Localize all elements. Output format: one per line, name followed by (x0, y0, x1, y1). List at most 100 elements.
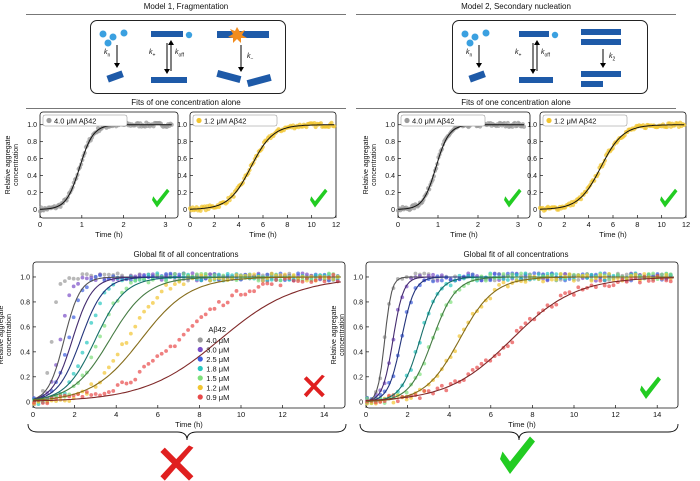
point-5-3-31 (501, 277, 506, 282)
plot-frame-2 (397, 111, 531, 219)
point-5-6-32 (505, 344, 510, 349)
x-tick-label-5-1: 2 (406, 410, 410, 419)
bottom-verdict-check (500, 436, 535, 474)
x-tick-label-5-5: 10 (570, 410, 578, 419)
point-4-3-38 (199, 278, 204, 283)
y-axis-label-5-b: concentration (339, 314, 346, 356)
point-5-4-28 (488, 272, 493, 277)
point-0-109 (169, 122, 174, 127)
point-4-0-16 (102, 272, 107, 277)
y-tick-label-1-1: 0.2 (177, 190, 187, 197)
point-4-6-25 (142, 364, 146, 369)
x-tick-label-1-3: 6 (261, 220, 265, 229)
point-4-6-41 (212, 306, 217, 311)
x-tick-label-5-3: 6 (489, 410, 493, 419)
x-tick-label-2-3: 3 (516, 220, 520, 229)
point-5-6-13 (422, 389, 427, 393)
point-4-5-50 (252, 272, 256, 277)
point-4-6-52 (261, 282, 265, 286)
x-axis-label-5: Time (h) (508, 420, 536, 429)
point-5-6-26 (479, 361, 484, 366)
point-4-2-15 (98, 273, 102, 278)
point-4-4-56 (278, 278, 283, 283)
point-4-3-64 (313, 273, 318, 278)
y-tick-label-5-1: 0.2 (353, 374, 363, 381)
point-4-4-51 (256, 278, 261, 283)
point-4-0-4 (49, 340, 54, 344)
point-5-6-37 (527, 316, 532, 321)
point-4-6-35 (186, 328, 190, 332)
legend-label-2: 4.0 μM Aβ42 (412, 117, 454, 126)
bottom-brace-left (27, 423, 347, 441)
point-5-6-16 (435, 386, 440, 391)
point-5-4-62 (638, 274, 642, 279)
point-4-5-43 (221, 277, 226, 282)
x-tick-label-1-6: 12 (332, 220, 340, 229)
y-tick-label-1-4: 0.8 (177, 139, 187, 146)
y-tick-label-2-2: 0.4 (385, 173, 395, 180)
point-4-5-17 (106, 365, 111, 370)
point-4-5-28 (155, 295, 160, 300)
point-4-0-2 (40, 389, 45, 393)
y-tick-label-1-3: 0.6 (177, 156, 187, 163)
point-4-6-67 (327, 275, 331, 280)
point-4-2-12 (84, 285, 89, 290)
y-tick-label-0-5: 1.0 (27, 122, 37, 129)
legend-box-2 (400, 114, 486, 127)
legend-label-1: 1.2 μM Aβ42 (204, 117, 246, 126)
point-5-2-17 (439, 278, 444, 283)
point-4-4-14 (93, 344, 98, 349)
model1-title: Model 1, Fragmentation (143, 2, 229, 11)
point-5-6-53 (598, 278, 603, 283)
point-5-2-28 (488, 278, 493, 283)
point-5-6-30 (497, 352, 501, 357)
fit-line-5-5 (365, 276, 674, 402)
bottom-verdict-cross (160, 445, 194, 481)
y-tick-label-5-2: 0.4 (353, 349, 363, 356)
point-4-6-12 (84, 390, 89, 394)
point-4-1-10 (76, 281, 80, 286)
x-tick-label-5-2: 4 (447, 410, 451, 419)
point-5-6-54 (602, 283, 607, 288)
point-4-6-29 (159, 351, 164, 356)
x-tick-label-1-5: 10 (307, 220, 315, 229)
legend-label-4-3: 1.8 μM (206, 365, 229, 374)
point-5-5-53 (598, 273, 603, 278)
plot-frame-4 (32, 261, 346, 409)
point-4-2-9 (71, 315, 76, 320)
point-5-6-41 (545, 303, 550, 308)
y-axis-label-4-b: concentration (6, 314, 13, 356)
point-5-3-54 (602, 278, 607, 283)
model1-title-rule (26, 14, 346, 15)
y-tick-label-4-0: 0 (26, 399, 30, 406)
point-5-6-55 (607, 284, 612, 289)
point-5-4-67 (660, 272, 664, 277)
point-4-3-9 (71, 371, 76, 376)
point-4-4-43 (221, 273, 226, 278)
x-tick-label-5-7: 14 (653, 410, 661, 419)
point-4-4-24 (137, 277, 142, 282)
x-tick-label-0-1: 1 (80, 220, 84, 229)
point-4-1-6 (58, 337, 63, 342)
point-5-6-68 (664, 278, 669, 283)
point-5-4-35 (519, 271, 523, 276)
point-4-4-16 (102, 323, 107, 328)
point-4-0-3 (45, 371, 50, 375)
point-4-5-52 (261, 278, 265, 283)
point-5-6-65 (651, 278, 656, 283)
y-tick-label-3-5: 1.0 (527, 122, 537, 129)
verdict-check-2 (504, 188, 522, 208)
y-axis-label-0-a: Relative aggregate (5, 136, 12, 195)
point-4-6-13 (89, 393, 94, 397)
point-5-5-6 (391, 400, 396, 405)
point-4-6-11 (80, 394, 85, 399)
point-1-107 (329, 120, 334, 125)
y-tick-label-1-2: 0.4 (177, 173, 187, 180)
point-5-0-59 (624, 272, 629, 277)
legend-swatch-3 (546, 117, 552, 124)
point-5-5-27 (483, 298, 488, 303)
point-4-4-67 (327, 271, 331, 276)
point-4-2-31 (168, 271, 173, 276)
point-5-6-36 (523, 321, 528, 326)
